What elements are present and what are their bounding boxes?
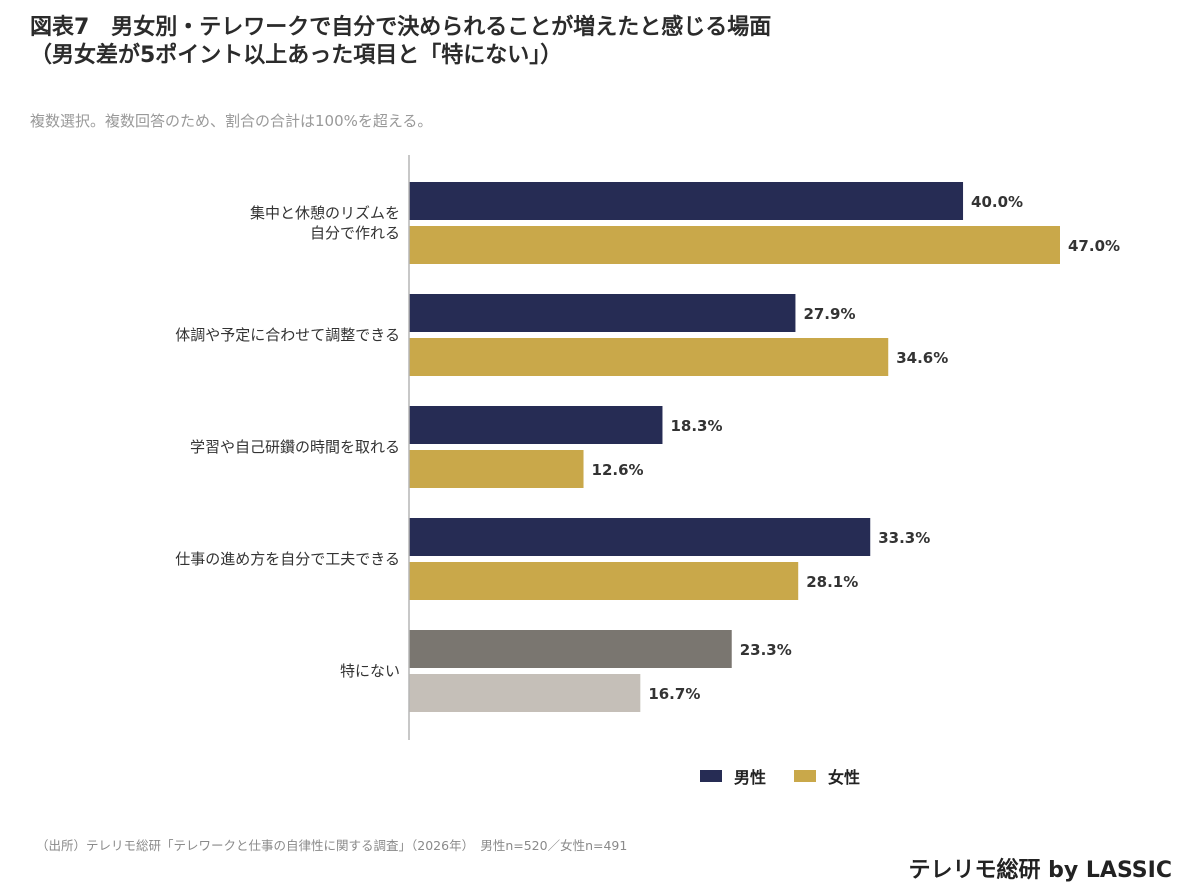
category-label: 自分で作れる <box>310 224 400 242</box>
legend-swatch-male <box>700 770 722 782</box>
bar-female <box>409 674 641 712</box>
chart-title: 図表7 男女別・テレワークで自分で決められることが増えたと感じる場面 （男女差が… <box>30 14 1180 70</box>
category-label: 特にない <box>340 662 400 680</box>
bar-female <box>409 338 889 376</box>
bar-male <box>409 630 732 668</box>
legend-item-male: 男性 <box>700 764 766 788</box>
data-label: 16.7% <box>648 685 700 703</box>
category-label: 学習や自己研鑽の時間を取れる <box>190 438 400 456</box>
legend-label-male: 男性 <box>734 768 767 787</box>
category-label: 体調や予定に合わせて調整できる <box>175 326 400 344</box>
bar-female <box>409 226 1060 264</box>
legend: 男性 女性 <box>700 764 888 788</box>
legend-label-female: 女性 <box>828 768 861 787</box>
category-label: 集中と休憩のリズムを <box>250 204 400 222</box>
bar-male <box>409 406 663 444</box>
legend-item-female: 女性 <box>794 764 860 788</box>
data-label: 18.3% <box>670 417 722 435</box>
chart-subtitle: 複数選択。複数回答のため、割合の合計は100%を超える。 <box>30 112 433 130</box>
brand-logo-text: テレリモ総研 by LASSIC <box>908 858 1173 883</box>
data-label: 23.3% <box>740 641 792 659</box>
bar-male <box>409 294 796 332</box>
bar-female <box>409 450 584 488</box>
data-label: 47.0% <box>1068 237 1120 255</box>
bar-female <box>409 562 799 600</box>
chart-title-line1: 図表7 男女別・テレワークで自分で決められることが増えたと感じる場面 <box>30 15 772 40</box>
category-label: 仕事の進め方を自分で工夫できる <box>175 550 400 568</box>
data-label: 34.6% <box>896 349 948 367</box>
chart-title-line2: （男女差が5ポイント以上あった項目と「特にない」） <box>30 43 563 68</box>
data-label: 12.6% <box>592 461 644 479</box>
data-label: 27.9% <box>803 305 855 323</box>
data-label: 28.1% <box>806 573 858 591</box>
bar-male <box>409 182 964 220</box>
data-label: 40.0% <box>971 193 1023 211</box>
data-label: 33.3% <box>878 529 930 547</box>
legend-swatch-female <box>794 770 817 782</box>
source-note: （出所）テレリモ総研「テレワークと仕事の自律性に関する調査」（2026年） 男性… <box>36 838 628 853</box>
bar-male <box>409 518 871 556</box>
